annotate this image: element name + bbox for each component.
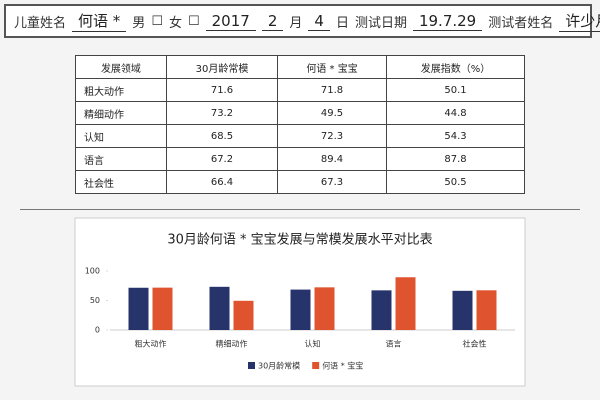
table-row: 粗大动作 71.6 71.8 50.1 xyxy=(75,78,525,102)
cell: 67.2 xyxy=(165,147,279,171)
cell: 44.8 xyxy=(386,101,525,125)
legend-label: 何语 * 宝宝 xyxy=(322,361,363,371)
cell: 49.5 xyxy=(277,101,388,125)
column-header: 发展指数（%） xyxy=(386,55,525,79)
column-header: 30月龄常模 xyxy=(165,55,279,79)
label: 月 xyxy=(289,15,303,31)
y-tick-label: 50 xyxy=(90,296,100,305)
separator xyxy=(20,209,580,210)
bar xyxy=(395,277,416,330)
bar xyxy=(371,290,392,330)
bar xyxy=(233,300,254,330)
label: 儿童姓名 xyxy=(14,15,67,31)
checkbox[interactable]: ☐ xyxy=(151,13,163,29)
bar xyxy=(290,289,311,330)
bar xyxy=(128,287,149,330)
label: 女 xyxy=(168,15,182,31)
label: 测试日期 xyxy=(354,15,407,31)
table-row: 精细动作 73.2 49.5 44.8 xyxy=(75,101,525,125)
label: 日 xyxy=(335,15,349,31)
value: 许少月 xyxy=(559,10,600,32)
value: 2017 xyxy=(205,12,256,31)
cell: 粗大动作 xyxy=(75,78,167,102)
cell: 72.3 xyxy=(277,124,388,148)
bar xyxy=(452,290,473,330)
value: 2 xyxy=(261,12,284,31)
data-table: 发展领域 30月龄常模 何语 * 宝宝 发展指数（%） 粗大动作 71.6 71.8 50.1… xyxy=(75,55,525,194)
value: 19.7.29 xyxy=(412,12,483,31)
chart-title: 30月龄何语 * 宝宝发展与常模发展水平对比表 xyxy=(167,232,432,248)
column-header: 发展领域 xyxy=(75,55,167,79)
table-row: 社会性 66.4 67.3 50.5 xyxy=(75,170,525,194)
cell: 精细动作 xyxy=(75,101,167,125)
cell: 50.1 xyxy=(386,78,525,102)
bar xyxy=(476,290,497,330)
table-row: 认知 68.5 72.3 54.3 xyxy=(75,124,525,148)
bar xyxy=(314,287,335,330)
cell: 50.5 xyxy=(386,170,525,194)
y-tick-label: 0 xyxy=(95,326,100,335)
cell: 67.3 xyxy=(277,170,388,194)
y-tick-label: 100 xyxy=(85,267,100,276)
cell: 认知 xyxy=(75,124,167,148)
legend-label: 30月龄常模 xyxy=(258,361,300,371)
value: 4 xyxy=(308,12,330,31)
label: 测试者姓名 xyxy=(488,15,554,31)
cell: 71.6 xyxy=(165,78,279,102)
value: 何语 * xyxy=(72,10,127,32)
table-row: 语言 67.2 89.4 87.8 xyxy=(75,147,525,171)
cell: 73.2 xyxy=(165,101,279,125)
label: 男 xyxy=(132,15,146,31)
checkbox[interactable]: ☐ xyxy=(187,13,200,29)
x-tick-label: 粗大动作 xyxy=(135,339,167,349)
x-tick-label: 认知 xyxy=(305,339,321,349)
x-tick-label: 语言 xyxy=(386,339,402,349)
cell: 社会性 xyxy=(75,170,167,194)
x-tick-label: 社会性 xyxy=(463,339,487,349)
cell: 54.3 xyxy=(386,124,525,148)
cell: 71.8 xyxy=(277,78,388,102)
cell: 66.4 xyxy=(165,170,279,194)
legend-swatch xyxy=(312,362,320,369)
info-header: 儿童姓名 何语 * 男 ☐ 女 ☐ 2017 2 月 4 日 测试日期 19.7… xyxy=(4,4,600,38)
x-tick-label: 精细动作 xyxy=(216,339,248,349)
legend-swatch xyxy=(248,362,255,369)
bar xyxy=(209,286,230,330)
bar xyxy=(152,287,173,330)
header-row: 发展领域 30月龄常模 何语 * 宝宝 发展指数（%） xyxy=(75,55,525,79)
cell: 89.4 xyxy=(277,147,388,171)
